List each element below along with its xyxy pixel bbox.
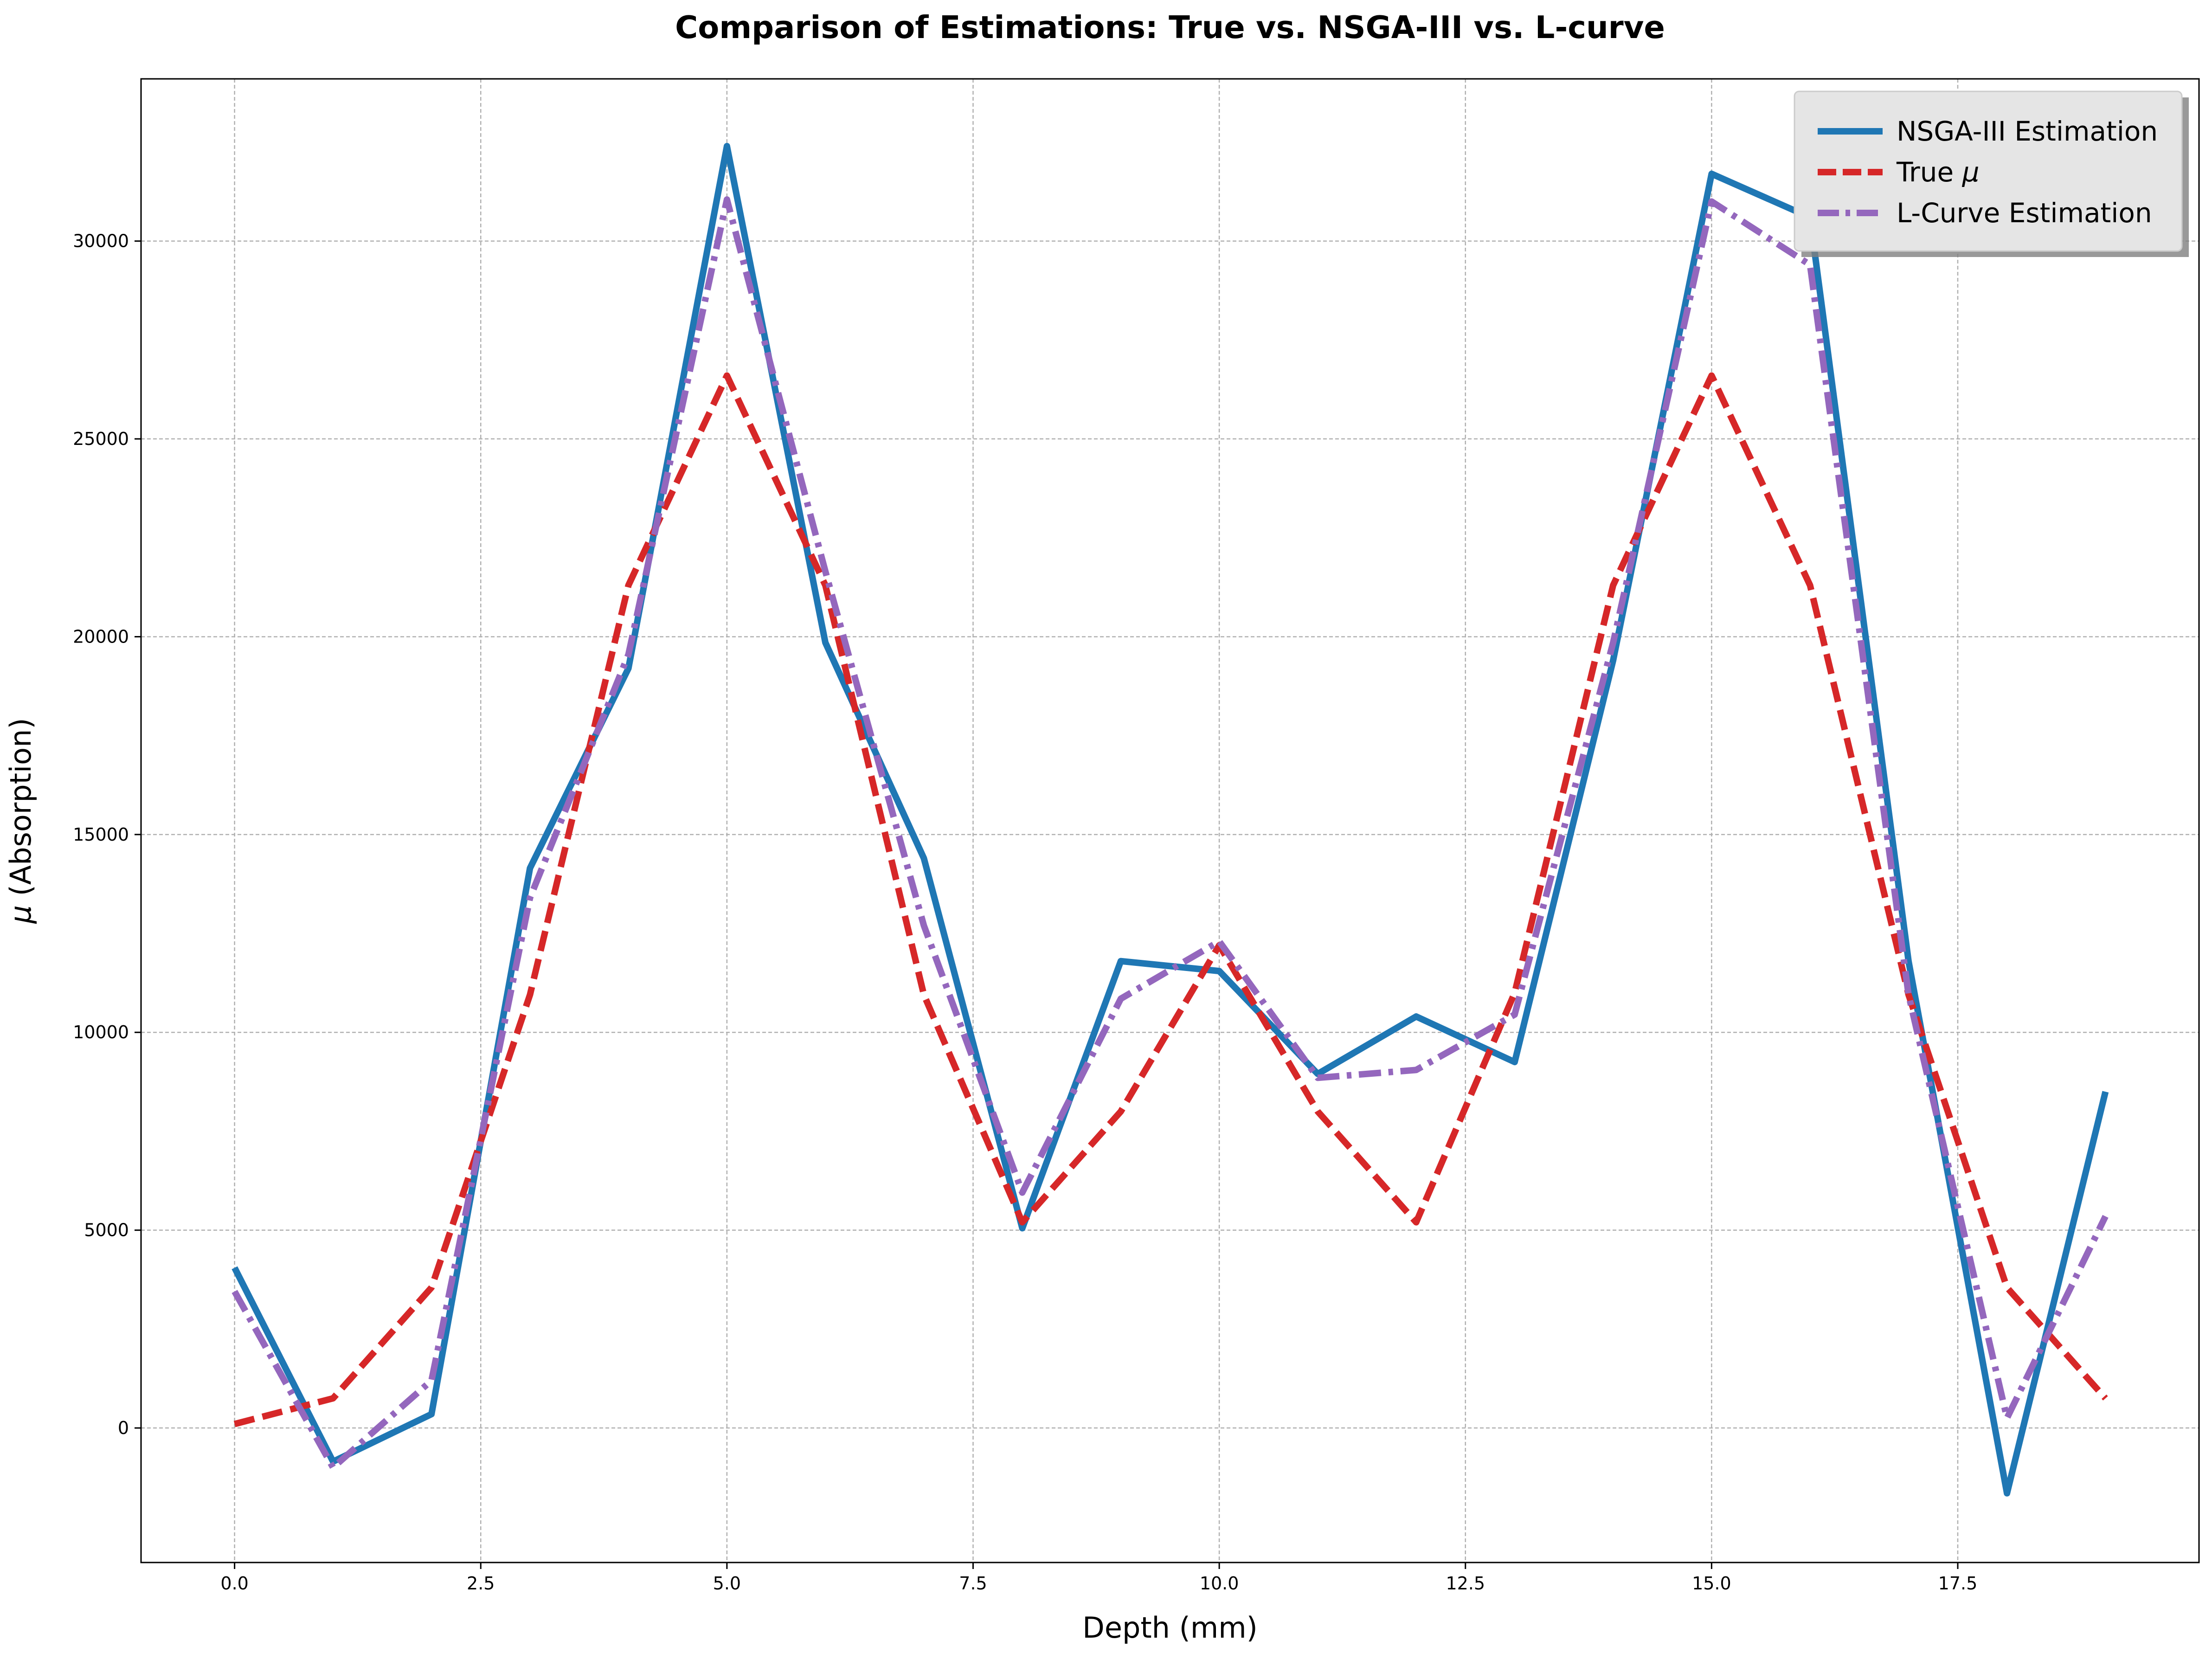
legend-entry-label: NSGA-III Estimation bbox=[1897, 116, 2158, 147]
x-tick-label: 17.5 bbox=[1938, 1573, 1978, 1594]
x-axis-label: Depth (mm) bbox=[1082, 1611, 1258, 1645]
y-axis-label: μ (Absorption) bbox=[4, 718, 38, 924]
legend-entry-label: L-Curve Estimation bbox=[1897, 197, 2152, 229]
x-tick-label: 12.5 bbox=[1446, 1573, 1485, 1594]
series-line-nsga-iii-estimation bbox=[231, 143, 2109, 1497]
y-tick-label: 10000 bbox=[73, 1022, 129, 1042]
tick-layer: 0.0 2.5 5.0 7.5 10.0 12.5 15.0 17.5 0 5000 10000 15… bbox=[73, 231, 1977, 1594]
y-tick-label: 20000 bbox=[73, 626, 129, 647]
legend-entry-name: NSGA-III Estimation bbox=[1897, 116, 2158, 147]
x-tick-label: 2.5 bbox=[467, 1573, 495, 1594]
series-layer bbox=[231, 143, 2109, 1497]
y-tick-label: 0 bbox=[118, 1418, 129, 1438]
chart-title: Comparison of Estimations: True vs. NSGA… bbox=[675, 9, 1665, 45]
x-tick-label: 0.0 bbox=[220, 1573, 248, 1594]
x-tick-label: 5.0 bbox=[713, 1573, 741, 1594]
plot-frame bbox=[140, 78, 2200, 1563]
legend-box bbox=[1794, 90, 2183, 252]
x-tick-label: 15.0 bbox=[1692, 1573, 1731, 1594]
series-line-l-curve-estimation bbox=[231, 196, 2109, 1471]
y-axis-symbol: μ bbox=[4, 905, 38, 924]
legend: NSGA-III Estimation True μ L-Curve Estimat… bbox=[1794, 90, 2189, 257]
legend-entry-name: True bbox=[1896, 156, 1962, 188]
legend-entry-symbol: μ bbox=[1962, 156, 1980, 188]
x-tick-label: 10.0 bbox=[1200, 1573, 1239, 1594]
y-tick-label: 30000 bbox=[73, 231, 129, 251]
y-tick-label: 15000 bbox=[73, 824, 129, 845]
legend-entry-name: L-Curve Estimation bbox=[1897, 197, 2152, 229]
x-tick-label: 7.5 bbox=[959, 1573, 987, 1594]
legend-entry-label: True μ bbox=[1896, 156, 1980, 188]
y-axis-label-text: (Absorption) bbox=[4, 718, 38, 905]
series-line-true bbox=[233, 372, 2108, 1428]
y-tick-label: 25000 bbox=[73, 429, 129, 449]
y-tick-label: 5000 bbox=[84, 1220, 129, 1241]
